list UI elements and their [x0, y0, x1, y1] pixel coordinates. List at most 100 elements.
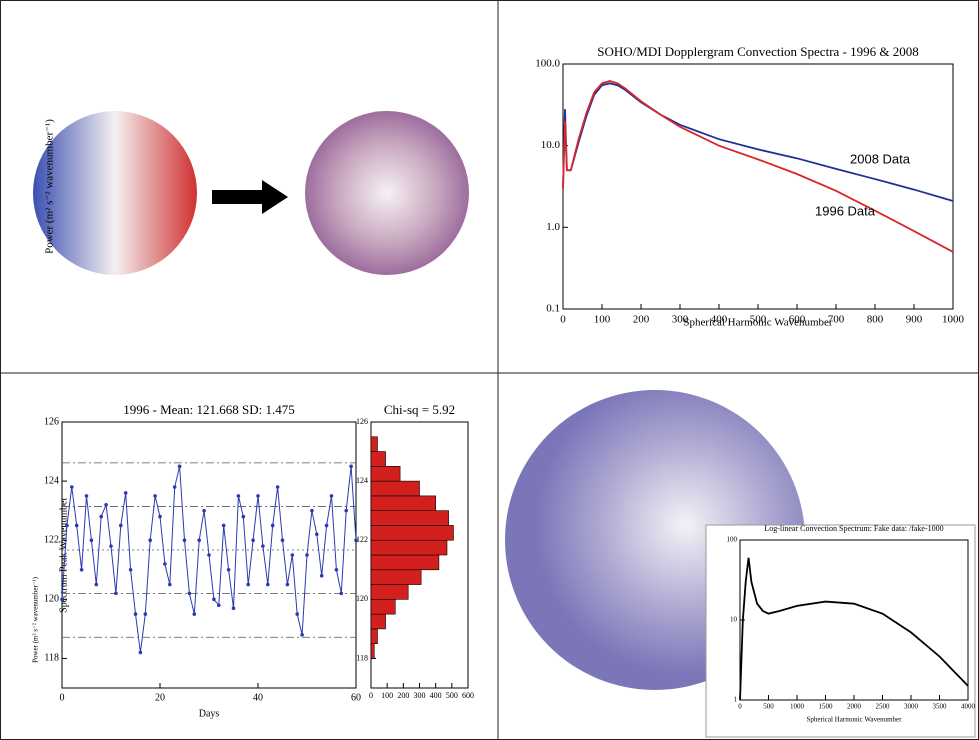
chart-title: SOHO/MDI Dopplergram Convection Spectra … — [597, 44, 918, 59]
data-point — [143, 612, 148, 616]
x-tick-label: 300 — [672, 314, 689, 326]
series-label: 2008 Data — [850, 151, 911, 166]
x-tick-label: 400 — [430, 691, 442, 700]
x-tick-label: 800 — [867, 314, 884, 326]
data-point — [94, 582, 99, 587]
data-point — [251, 538, 255, 543]
y-tick-label: 1 — [734, 696, 738, 704]
data-point — [290, 553, 295, 557]
x-tick-label: 4000 — [961, 703, 976, 711]
histogram-bar — [370, 613, 386, 630]
histogram-bar — [370, 554, 440, 571]
data-point — [285, 582, 290, 587]
data-point — [172, 485, 177, 489]
y-tick-label: 124 — [44, 475, 59, 486]
series-line — [562, 80, 954, 253]
data-point — [315, 532, 319, 537]
histogram-bar — [370, 599, 396, 615]
data-point — [138, 650, 143, 655]
data-point — [123, 491, 128, 495]
data-point — [79, 567, 84, 572]
data-point — [270, 523, 275, 528]
data-point — [89, 538, 94, 543]
data-point — [246, 582, 250, 587]
data-point — [128, 567, 133, 572]
data-point — [158, 514, 162, 519]
data-point — [207, 553, 211, 557]
data-point — [226, 567, 231, 572]
data-point — [236, 494, 241, 498]
x-axis-label: Spherical Harmonic Wavenumber — [807, 716, 903, 724]
x-tick-label: 200 — [633, 314, 650, 326]
x-tick-label: 600 — [462, 691, 474, 700]
y-tick-label: 122 — [356, 535, 368, 544]
histogram-bar — [370, 466, 401, 482]
x-tick-label: 1500 — [819, 703, 834, 711]
histogram-bar — [370, 569, 422, 585]
data-point — [329, 494, 334, 498]
data-point — [187, 591, 192, 596]
data-point — [182, 538, 187, 543]
data-point — [295, 612, 300, 616]
x-tick-label: 3500 — [933, 703, 948, 711]
y-tick-label: 118 — [356, 653, 368, 662]
data-point — [177, 464, 182, 469]
data-point — [339, 591, 344, 596]
data-point — [275, 485, 280, 489]
y-tick-label: 100 — [727, 536, 738, 544]
x-tick-label: 20 — [155, 692, 165, 703]
y-tick-label: 126 — [44, 416, 59, 427]
data-point — [197, 538, 201, 543]
x-tick-label: 700 — [828, 314, 845, 326]
data-point — [65, 523, 69, 528]
x-tick-label: 0 — [369, 691, 373, 700]
x-tick-label: 40 — [253, 692, 263, 703]
data-point — [148, 538, 152, 543]
data-point — [192, 612, 197, 616]
x-tick-label: 600 — [789, 314, 806, 326]
x-tick-label: 400 — [711, 314, 728, 326]
histogram-bar — [370, 451, 386, 467]
data-point — [104, 502, 108, 507]
dopplergram-disk — [33, 111, 197, 275]
x-tick-label: 2000 — [847, 703, 862, 711]
data-point — [99, 514, 103, 519]
data-point — [319, 573, 324, 578]
data-point — [344, 508, 349, 513]
histogram-bar — [370, 525, 454, 541]
data-point — [266, 582, 270, 587]
data-point — [168, 582, 172, 587]
data-point — [202, 508, 206, 513]
x-tick-label: 300 — [414, 691, 426, 700]
data-point — [114, 591, 118, 596]
y-tick-label: 100.0 — [535, 58, 560, 70]
y-tick-label: 0.1 — [546, 303, 560, 315]
histogram-bar — [370, 539, 448, 556]
data-point — [280, 538, 285, 543]
x-axis-label: Days — [199, 708, 220, 719]
x-tick-label: 1000 — [942, 314, 965, 326]
y-tick-label: 10 — [730, 616, 738, 624]
x-tick-label: 60 — [351, 692, 361, 703]
x-tick-label: 2500 — [876, 703, 891, 711]
histogram-bar — [370, 510, 449, 526]
data-point — [241, 514, 246, 519]
data-point — [212, 597, 216, 602]
x-tick-label: 0 — [560, 314, 566, 326]
histogram-bar — [370, 436, 378, 452]
x-tick-label: 500 — [750, 314, 767, 326]
y-tick-label: 124 — [356, 476, 368, 485]
data-point — [74, 523, 79, 528]
chart-title: Chi-sq = 5.92 — [384, 402, 455, 417]
x-tick-label: 500 — [763, 703, 774, 711]
data-point — [109, 544, 113, 548]
chart-title: 1996 - Mean: 121.668 SD: 1.475 — [123, 402, 295, 417]
y-axis-label: Spectrum Peak Wavenumber — [58, 497, 69, 613]
series-line — [739, 557, 969, 701]
y-tick-label: 10.0 — [541, 139, 561, 151]
y-tick-label: 1.0 — [546, 221, 560, 233]
x-tick-label: 100 — [594, 314, 611, 326]
x-tick-label: 100 — [381, 691, 393, 700]
y-tick-label: 118 — [44, 653, 59, 664]
data-point — [60, 597, 64, 602]
